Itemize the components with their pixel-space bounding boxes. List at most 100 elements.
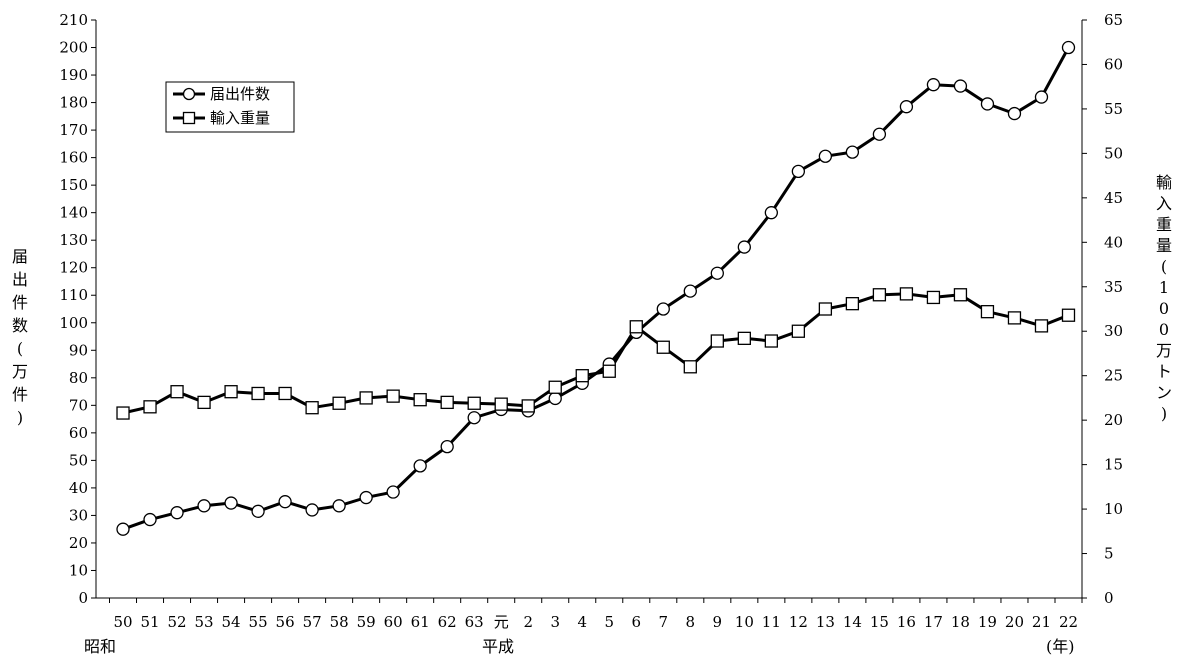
series-2-point (926, 290, 941, 305)
right-tick-label: 55 (1104, 100, 1123, 118)
series-2-point (548, 380, 562, 394)
x-tick-label: 10 (735, 613, 754, 631)
series-2-point (332, 396, 346, 410)
legend-marker-series-2 (182, 111, 196, 125)
left-axis-title-char: 出 (12, 270, 28, 289)
x-tick-label: 元 (494, 613, 509, 631)
series-2-point (629, 320, 643, 334)
series-2-point (683, 360, 697, 374)
series-2-point (386, 389, 400, 403)
right-axis-title-char: ン (1156, 383, 1172, 402)
x-tick-label: 3 (550, 613, 560, 631)
series-1-point (737, 240, 751, 254)
left-tick-label: 10 (69, 561, 88, 579)
right-axis-ticks: 0 5 10 15 20 25 30 35 40 45 50 55 60 65 (1082, 11, 1123, 607)
legend-label-series-2: 輸入重量 (210, 109, 270, 127)
x-tick-label: 15 (870, 613, 889, 631)
left-axis-title-char: ) (17, 408, 23, 427)
series-1-point (899, 100, 914, 114)
right-axis-title-char: 輸 (1156, 173, 1172, 192)
series-1-point (170, 506, 184, 520)
left-tick-label: 30 (69, 506, 88, 524)
series-1-point (953, 79, 968, 93)
series-1-point (143, 512, 157, 527)
left-tick-label: 180 (59, 94, 88, 112)
right-axis-title-char: 0 (1159, 299, 1169, 318)
left-tick-label: 160 (59, 149, 88, 167)
left-tick-label: 50 (69, 451, 88, 469)
right-axis-title-char: 1 (1159, 278, 1169, 297)
series-2-point (737, 331, 751, 345)
series-1-point (818, 149, 833, 163)
right-tick-label: 35 (1104, 278, 1123, 296)
series-2-point (845, 297, 860, 311)
right-tick-label: 60 (1104, 55, 1123, 73)
series-2-point (143, 400, 157, 414)
left-tick-label: 120 (59, 259, 88, 277)
series-1-point (1007, 106, 1022, 121)
series-2-point (1061, 308, 1076, 322)
x-tick-label: 13 (816, 613, 835, 631)
left-tick-label: 90 (69, 341, 88, 359)
series-2-point (872, 288, 887, 302)
left-axis-title-char: 件 (12, 293, 28, 312)
x-tick-label: 61 (411, 613, 430, 631)
series-1-point (413, 459, 427, 473)
x-tick-label: 14 (843, 613, 862, 631)
x-tick-label: 54 (222, 613, 241, 631)
x-tick-label: 16 (897, 613, 916, 631)
series-2-point (575, 369, 589, 383)
series-2-point (764, 334, 778, 348)
series-layer (116, 40, 1076, 536)
legend-label-series-1: 届出件数 (210, 85, 270, 103)
series-2-point (305, 401, 319, 415)
left-tick-label: 190 (59, 66, 88, 84)
series-1-point (251, 504, 265, 518)
left-axis-title-char: 万 (12, 362, 28, 381)
right-tick-label: 45 (1104, 189, 1123, 207)
right-tick-label: 65 (1104, 11, 1123, 29)
series-2-point (656, 340, 670, 354)
series-1-point (305, 503, 319, 517)
series-1-point (872, 127, 887, 141)
right-axis-title-char: 量 (1156, 236, 1172, 255)
x-tick-label: 5 (604, 613, 614, 631)
left-tick-label: 20 (69, 534, 88, 552)
right-tick-label: 5 (1104, 545, 1114, 563)
series-1-point (656, 302, 670, 316)
series-2-point (1034, 319, 1049, 333)
x-tick-label: 51 (140, 613, 159, 631)
x-tick-label: 22 (1059, 613, 1078, 631)
x-tick-label: 50 (113, 613, 132, 631)
series-2-point (170, 385, 184, 399)
left-tick-label: 200 (59, 39, 88, 57)
left-tick-label: 170 (59, 121, 88, 139)
right-axis-title-char: 万 (1156, 341, 1172, 360)
left-axis-title-char: 数 (12, 316, 28, 335)
x-tick-label: 4 (577, 613, 587, 631)
year-unit-label: (年) (1046, 637, 1075, 656)
series-2-point (953, 288, 968, 302)
x-tick-label: 6 (632, 613, 642, 631)
left-tick-label: 70 (69, 396, 88, 414)
left-tick-label: 150 (59, 176, 88, 194)
left-axis-title-char: 件 (12, 385, 28, 404)
series-2-point (1007, 311, 1022, 325)
x-tick-label: 58 (330, 613, 349, 631)
series-2-point (602, 364, 616, 378)
right-axis-title-char: ) (1161, 404, 1167, 423)
x-tick-label: 8 (686, 613, 696, 631)
series-line-2 (122, 292, 1070, 415)
x-tick-label: 19 (978, 613, 997, 631)
x-tick-label: 62 (438, 613, 457, 631)
series-2-point (899, 287, 914, 301)
right-axis-title-char: 入 (1156, 194, 1172, 213)
right-tick-label: 15 (1104, 456, 1123, 474)
series-1-point (791, 164, 806, 179)
series-1-point (467, 411, 481, 425)
legend: 届出件数 輸入重量 (165, 81, 295, 133)
left-tick-label: 100 (59, 314, 88, 332)
left-tick-label: 110 (59, 286, 88, 304)
x-tick-label: 11 (762, 613, 781, 631)
